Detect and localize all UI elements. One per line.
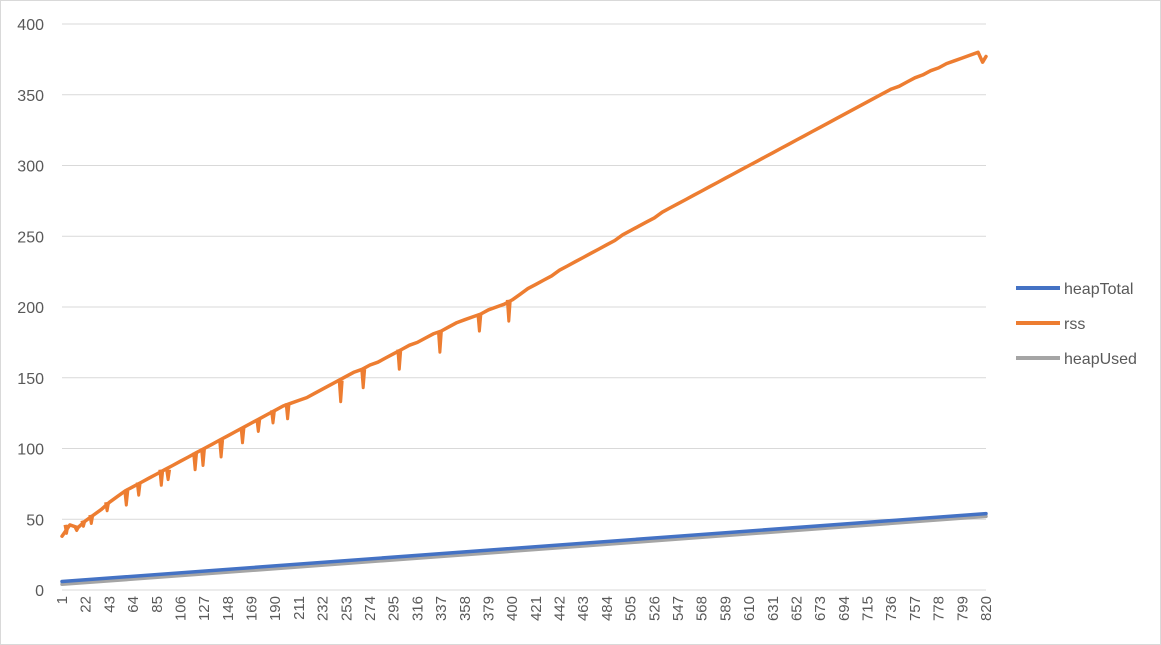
legend-label-heapTotal: heapTotal <box>1064 281 1133 298</box>
rss-dip <box>104 502 111 513</box>
x-tick-label: 442 <box>552 596 569 621</box>
x-tick-label: 568 <box>694 596 711 621</box>
rss-dip <box>505 299 512 323</box>
legend-label-rss: rss <box>1064 316 1085 333</box>
x-tick-label: 190 <box>267 596 284 621</box>
y-tick-label: 100 <box>17 442 44 459</box>
x-tick-label: 694 <box>836 596 853 621</box>
x-tick-label: 631 <box>765 596 782 621</box>
legend: heapTotal rss heapUsed <box>1016 281 1137 368</box>
x-tick-label: 820 <box>978 596 995 621</box>
x-tick-label: 169 <box>244 596 261 621</box>
rss-dip <box>135 482 142 497</box>
x-tick-label: 22 <box>78 596 95 613</box>
rss-dip <box>200 448 206 467</box>
x-tick-label: 799 <box>954 596 971 621</box>
x-tick-label: 1 <box>54 596 71 604</box>
rss-dip <box>63 524 70 535</box>
x-tick-label: 43 <box>101 596 118 613</box>
x-tick-label: 505 <box>623 596 640 621</box>
y-axis-ticks: 0 50 100 150 200 250 300 350 400 <box>17 17 44 600</box>
x-tick-label: 337 <box>433 596 450 621</box>
rss-dip <box>158 469 165 487</box>
series-lines <box>60 50 988 587</box>
rss-dip <box>218 439 225 459</box>
rss-dip <box>255 418 262 433</box>
rss-dip <box>165 469 172 482</box>
y-tick-label: 250 <box>17 229 44 246</box>
x-tick-label: 547 <box>670 596 687 621</box>
y-tick-label: 0 <box>35 583 44 600</box>
y-tick-label: 150 <box>17 371 44 388</box>
x-tick-label: 652 <box>788 596 805 621</box>
y-tick-label: 50 <box>26 512 44 529</box>
x-tick-label: 64 <box>125 596 142 613</box>
rss-dip <box>284 403 291 421</box>
x-tick-label: 463 <box>575 596 592 621</box>
legend-label-heapUsed: heapUsed <box>1064 351 1137 368</box>
x-tick-label: 85 <box>149 596 166 613</box>
rss-dip <box>192 452 199 472</box>
x-tick-label: 148 <box>220 596 237 621</box>
rss-dip <box>337 380 344 404</box>
x-tick-label: 400 <box>504 596 521 621</box>
x-tick-label: 316 <box>409 596 426 621</box>
series-line-heapUsed <box>60 514 988 587</box>
series-line-heapTotal <box>60 511 988 584</box>
rss-dip <box>436 330 443 354</box>
y-tick-label: 400 <box>17 17 44 34</box>
rss-dip <box>270 410 276 425</box>
rss-dip <box>360 369 367 390</box>
x-tick-label: 484 <box>599 596 616 621</box>
x-tick-label: 673 <box>812 596 829 621</box>
x-tick-label: 232 <box>315 596 332 621</box>
rss-dip <box>476 313 483 333</box>
x-tick-label: 106 <box>172 596 189 621</box>
rss-dip <box>73 527 80 533</box>
x-tick-label: 610 <box>741 596 758 621</box>
x-axis-ticks: 1 22 43 64 85 106 127 148 169 190 211 232 253 274 295 3… <box>54 596 995 621</box>
rss-dip <box>80 520 87 528</box>
y-tick-label: 350 <box>17 88 44 105</box>
rss-dip <box>88 514 95 525</box>
x-tick-label: 211 <box>291 596 308 620</box>
x-tick-label: 295 <box>386 596 403 621</box>
rss-dip <box>396 349 403 371</box>
x-tick-label: 253 <box>338 596 355 621</box>
x-tick-label: 379 <box>480 596 497 621</box>
x-tick-label: 757 <box>907 596 924 621</box>
rss-dip <box>123 490 130 507</box>
x-tick-label: 127 <box>196 596 213 621</box>
rss-dip <box>239 427 246 445</box>
x-tick-label: 778 <box>931 596 948 621</box>
x-tick-label: 736 <box>883 596 900 621</box>
y-tick-label: 200 <box>17 300 44 317</box>
y-tick-label: 300 <box>17 159 44 176</box>
x-tick-label: 358 <box>457 596 474 621</box>
x-tick-label: 589 <box>717 596 734 621</box>
x-tick-label: 421 <box>528 596 545 621</box>
x-tick-label: 274 <box>362 596 379 621</box>
x-tick-label: 526 <box>646 596 663 621</box>
x-tick-label: 715 <box>860 596 877 621</box>
series-line-rss <box>60 50 988 538</box>
gridlines <box>62 23 986 591</box>
